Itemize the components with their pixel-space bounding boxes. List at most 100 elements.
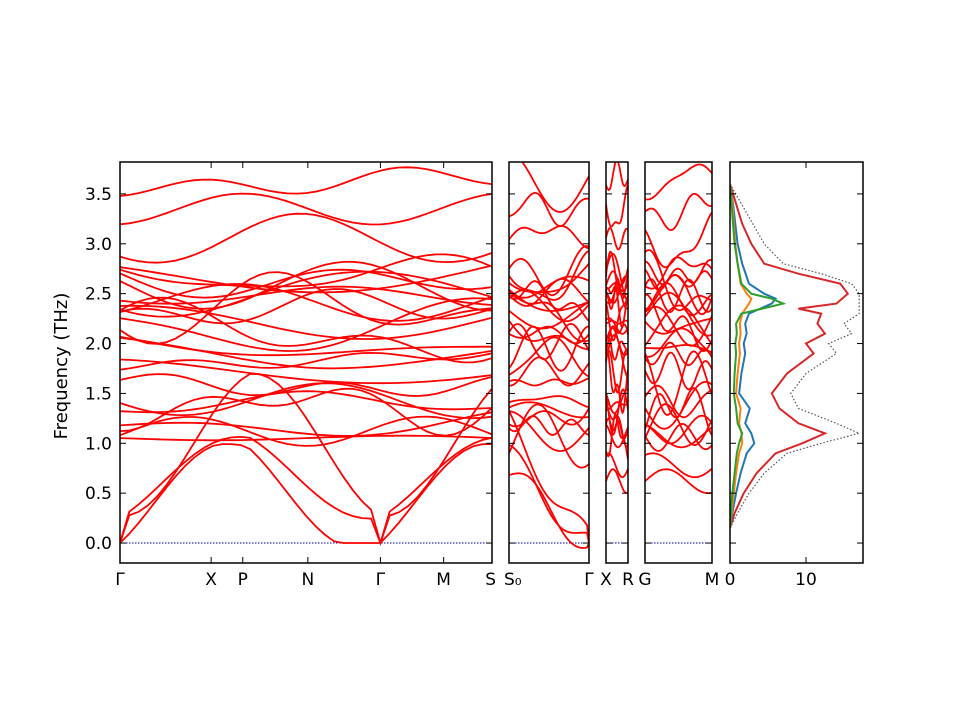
- band-optical: [509, 280, 589, 322]
- band-acoustic: [606, 423, 628, 449]
- band-optical: [509, 407, 589, 428]
- band-optical: [120, 297, 492, 352]
- band-optical: [606, 162, 628, 192]
- band-acoustic: [645, 452, 712, 479]
- y-tick-label: 1.0: [85, 434, 112, 454]
- band-acoustic: [509, 410, 589, 544]
- band-structure-panels: Γ X P N Γ M S0.00.51.01.52.02.53.03.5S₀ Γ X R G M: [85, 161, 720, 590]
- band-optical: [120, 283, 492, 322]
- band-optical: [645, 384, 712, 419]
- band-optical: [645, 249, 712, 312]
- band-optical: [509, 336, 589, 378]
- band-optical: [645, 350, 712, 416]
- band-optical: [120, 390, 492, 414]
- y-tick-label: 2.0: [85, 335, 112, 355]
- band-lines: [606, 162, 628, 495]
- band-optical: [509, 414, 589, 436]
- kpoint-label: S: [485, 570, 496, 590]
- band-optical: [509, 395, 589, 409]
- band-optical: [120, 373, 492, 397]
- band-optical: [509, 191, 589, 228]
- band-optical: [606, 347, 628, 415]
- band-optical: [120, 264, 492, 294]
- band-acoustic: [120, 443, 492, 544]
- y-tick-label: 0.5: [85, 484, 112, 504]
- band-optical: [120, 434, 492, 442]
- band-optical: [120, 166, 492, 197]
- band-optical: [509, 245, 589, 297]
- band-optical: [645, 414, 712, 445]
- dos-x-tick-label: 10: [795, 570, 817, 590]
- band-optical: [509, 224, 589, 250]
- band-optical: [509, 275, 589, 299]
- kpoint-label: N: [302, 570, 315, 590]
- kpoint-label: X: [205, 570, 217, 590]
- band-panel-2: S₀ Γ: [504, 161, 594, 590]
- y-tick-label: 1.5: [85, 384, 112, 404]
- band-optical: [120, 335, 492, 357]
- kpoint-label: Γ: [584, 570, 594, 590]
- band-optical: [521, 162, 589, 213]
- band-acoustic: [606, 468, 628, 495]
- kpoint-label: X: [600, 570, 612, 590]
- band-optical: [120, 296, 492, 364]
- band-optical: [645, 344, 712, 354]
- band-optical: [645, 380, 712, 430]
- band-optical: [509, 288, 589, 312]
- band-acoustic: [645, 423, 712, 449]
- band-optical: [645, 211, 712, 269]
- panel-frame: [644, 161, 713, 564]
- dos-panel: 0 10: [725, 161, 864, 590]
- band-optical: [509, 278, 589, 307]
- band-optical: [645, 163, 712, 201]
- y-axis-label: Frequency (THz): [51, 293, 72, 440]
- dos-series-3: [730, 183, 778, 529]
- band-optical: [120, 358, 492, 385]
- band-optical: [120, 415, 492, 447]
- band-optical: [120, 271, 492, 345]
- band-lines: [645, 163, 712, 495]
- band-optical: [645, 341, 712, 367]
- band-optical: [120, 411, 492, 437]
- kpoint-label: G: [638, 570, 651, 590]
- dos-frame: [729, 161, 864, 564]
- band-optical: [606, 323, 628, 351]
- dos-series-1: [730, 183, 862, 529]
- panel-frame: [119, 161, 493, 564]
- band-optical: [509, 263, 589, 293]
- band-acoustic: [120, 372, 492, 547]
- band-optical: [509, 356, 589, 387]
- y-tick-label: 3.5: [85, 185, 112, 205]
- band-acoustic: [645, 468, 712, 495]
- band-optical: [120, 192, 492, 226]
- kpoint-label: M: [705, 570, 720, 590]
- kpoint-label: R: [622, 570, 634, 590]
- band-optical: [120, 268, 492, 299]
- kpoint-label: P: [238, 570, 248, 590]
- band-optical: [645, 293, 712, 353]
- band-optical: [509, 320, 589, 351]
- band-optical: [509, 325, 589, 372]
- band-optical: [509, 250, 589, 301]
- band-optical: [120, 382, 492, 420]
- band-optical: [645, 403, 712, 447]
- band-acoustic: [509, 444, 589, 544]
- band-optical: [509, 301, 589, 330]
- band-optical: [645, 256, 712, 290]
- band-optical: [606, 268, 628, 290]
- band-optical: [645, 422, 712, 452]
- band-optical: [645, 351, 712, 391]
- band-optical: [509, 401, 589, 419]
- band-optical: [606, 285, 628, 329]
- band-optical: [509, 403, 589, 469]
- band-optical: [606, 226, 628, 251]
- band-optical: [606, 252, 628, 302]
- band-lines: [120, 166, 492, 547]
- band-optical: [120, 304, 492, 340]
- y-tick-label: 2.5: [85, 285, 112, 305]
- band-optical: [606, 270, 628, 310]
- kpoint-label: M: [436, 570, 451, 590]
